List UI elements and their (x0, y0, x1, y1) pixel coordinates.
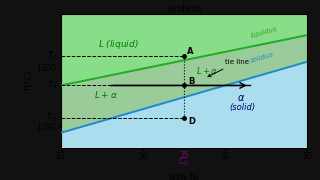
Text: liquidus: liquidus (250, 26, 278, 39)
Polygon shape (61, 35, 307, 133)
Text: tie line: tie line (208, 59, 249, 77)
Text: D: D (188, 117, 195, 126)
Title: Cu-Ni
system: Cu-Ni system (166, 0, 202, 14)
Text: $L + \alpha$: $L + \alpha$ (94, 89, 117, 100)
X-axis label: wt% Ni: wt% Ni (169, 173, 199, 180)
Text: B: B (188, 77, 195, 86)
Polygon shape (61, 14, 307, 86)
Polygon shape (61, 62, 307, 148)
Text: $L + \alpha$: $L + \alpha$ (196, 65, 219, 76)
Text: $T_B$: $T_B$ (47, 79, 58, 92)
Y-axis label: T(°C): T(°C) (25, 70, 34, 92)
Text: 35: 35 (179, 151, 189, 160)
Text: $T_D$: $T_D$ (46, 112, 58, 124)
Text: A: A (187, 47, 194, 56)
Text: solidus: solidus (250, 51, 275, 64)
Text: $\alpha$: $\alpha$ (237, 93, 246, 103)
Text: (solid): (solid) (229, 103, 255, 112)
Text: $C_0$: $C_0$ (179, 156, 189, 168)
Text: $L$ (liquid): $L$ (liquid) (98, 38, 138, 51)
Text: $T_A$: $T_A$ (47, 50, 58, 62)
